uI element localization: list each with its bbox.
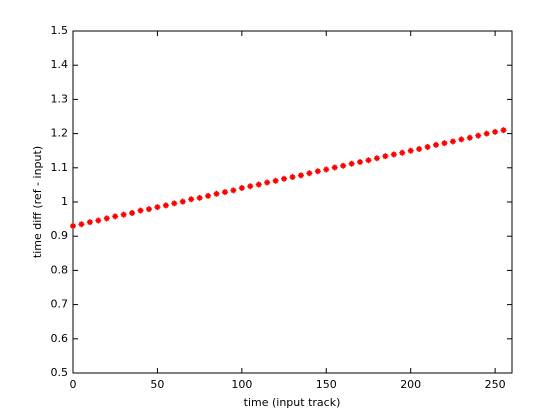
point [289, 174, 296, 181]
point [230, 187, 237, 194]
y-tick-label: 1 [61, 195, 68, 208]
point [120, 211, 127, 218]
x-tick-label: 0 [70, 378, 77, 391]
point [416, 145, 423, 152]
point [247, 183, 254, 190]
point [78, 221, 85, 228]
point [314, 168, 321, 175]
point [399, 149, 406, 156]
x-tick-label: 250 [485, 378, 506, 391]
y-tick-label: 0.9 [51, 229, 69, 242]
y-tick-label: 1.1 [51, 161, 69, 174]
point [129, 209, 136, 216]
x-tick-label: 200 [400, 378, 421, 391]
point [475, 132, 482, 139]
point [238, 184, 245, 191]
point [297, 172, 304, 179]
point [433, 141, 440, 148]
y-tick-label: 1.3 [51, 92, 69, 105]
y-tick-label: 1.4 [51, 58, 69, 71]
y-axis-label: time diff (ref - input) [31, 146, 44, 258]
y-tick-label: 0.6 [51, 332, 69, 345]
point [179, 198, 186, 205]
point [188, 196, 195, 203]
point [458, 136, 465, 143]
point [103, 215, 110, 222]
x-tick-label: 100 [231, 378, 252, 391]
point [340, 162, 347, 169]
y-tick-label: 0.5 [51, 366, 69, 379]
point [348, 160, 355, 167]
point [357, 158, 364, 165]
point [272, 177, 279, 184]
point [466, 134, 473, 141]
point [154, 204, 161, 211]
point [145, 206, 152, 213]
point [70, 222, 76, 229]
point [424, 143, 431, 150]
point [137, 207, 144, 214]
point [306, 170, 313, 177]
point [196, 194, 203, 201]
point [449, 138, 456, 145]
point [323, 166, 330, 173]
point [373, 155, 380, 162]
y-tick-label: 1.2 [51, 127, 69, 140]
x-tick-label: 50 [150, 378, 164, 391]
point [171, 200, 178, 207]
point [483, 130, 490, 137]
point [213, 190, 220, 197]
x-tick-label: 150 [316, 378, 337, 391]
point [205, 192, 212, 199]
point [365, 157, 372, 164]
y-tick-label: 0.8 [51, 263, 69, 276]
x-axis-label: time (input track) [244, 396, 341, 409]
point [281, 175, 288, 182]
plot-box [72, 30, 513, 374]
point [255, 181, 262, 188]
point [441, 140, 448, 147]
point [407, 147, 414, 154]
point [162, 202, 169, 209]
point [86, 219, 93, 226]
y-tick-label: 1.5 [51, 24, 69, 37]
point [112, 213, 119, 220]
point [331, 164, 338, 171]
point [95, 217, 102, 224]
y-tick-label: 0.7 [51, 298, 69, 311]
point [382, 153, 389, 160]
point [390, 151, 397, 158]
point [264, 179, 271, 186]
point [500, 127, 507, 134]
point [221, 189, 228, 196]
point [492, 128, 499, 135]
